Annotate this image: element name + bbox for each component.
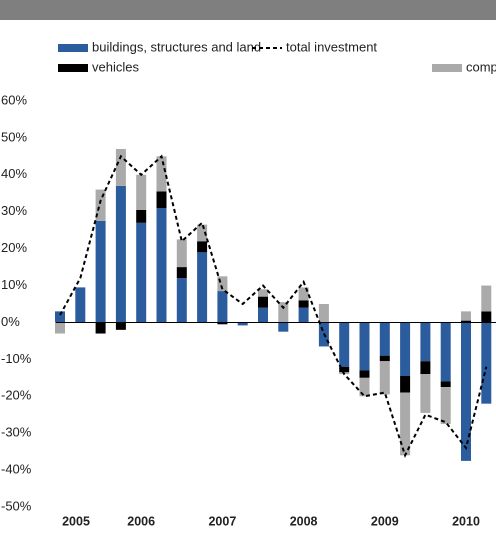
bar [461, 320, 471, 323]
bar [258, 307, 268, 323]
x-tick-label: 2005 [62, 514, 90, 528]
bar [55, 322, 65, 334]
bar [115, 322, 126, 330]
bar [440, 381, 451, 388]
legend-label: buildings, structures and land [92, 39, 261, 54]
x-tick-label: 2010 [452, 514, 480, 528]
bar [481, 311, 492, 323]
bar [258, 289, 268, 297]
x-tick-label: 2009 [371, 514, 399, 528]
y-tick-label: 10% [1, 277, 27, 292]
bar [481, 285, 492, 312]
bar [217, 322, 228, 325]
bar [55, 311, 65, 323]
bar [136, 174, 147, 210]
legend-swatch [58, 64, 88, 72]
y-tick-label: -20% [1, 388, 32, 403]
y-tick-label: -50% [1, 498, 32, 513]
bar [217, 276, 228, 292]
bar [156, 156, 167, 192]
legend-swatch [58, 44, 88, 52]
x-tick-label: 2007 [208, 514, 236, 528]
legend-label: computers, machinery and other equipment [466, 59, 496, 74]
bar [217, 291, 228, 323]
bar [115, 148, 126, 186]
bar [95, 220, 106, 323]
bar [197, 224, 208, 242]
bar [359, 377, 370, 397]
bar [258, 296, 268, 308]
bar [278, 302, 289, 323]
bar [278, 322, 289, 332]
bar [339, 366, 350, 373]
y-tick-label: -10% [1, 351, 32, 366]
bar [318, 304, 329, 323]
legend-swatch [432, 64, 462, 72]
y-tick-label: 60% [1, 92, 27, 107]
bar [176, 278, 187, 323]
x-tick-label: 2008 [290, 514, 318, 528]
bar [420, 322, 431, 362]
bar [461, 322, 471, 461]
bar [440, 322, 451, 382]
bar [359, 370, 370, 378]
bar [136, 222, 147, 323]
bar [115, 185, 126, 323]
bar [95, 189, 106, 221]
bar [481, 322, 492, 404]
bar [400, 375, 411, 393]
bar [197, 252, 208, 323]
y-tick-label: -40% [1, 462, 32, 477]
bar [379, 322, 390, 356]
legend-label: vehicles [92, 59, 139, 74]
bar [298, 287, 309, 301]
bar [176, 267, 187, 279]
bar [136, 209, 147, 223]
bar [420, 374, 431, 413]
y-tick-label: 0% [1, 314, 20, 329]
bar [359, 322, 370, 371]
header-bar [0, 0, 496, 20]
bar [95, 322, 106, 334]
bar [379, 361, 390, 395]
bar [400, 392, 411, 456]
y-tick-label: 20% [1, 240, 27, 255]
bar [339, 322, 350, 367]
total-line [59, 154, 488, 458]
bar [156, 208, 167, 323]
x-tick-label: 2006 [127, 514, 155, 528]
bar [237, 322, 248, 326]
y-tick-label: 30% [1, 203, 27, 218]
bar [156, 191, 167, 209]
bar [298, 300, 309, 308]
bar [298, 307, 309, 323]
bar [440, 387, 451, 424]
y-tick-label: 40% [1, 166, 27, 181]
bar [176, 239, 187, 268]
plot [55, 148, 492, 461]
bar [420, 361, 431, 375]
bar [461, 311, 471, 321]
bar [75, 287, 86, 323]
bar [400, 322, 411, 376]
y-tick-label: -30% [1, 425, 32, 440]
y-tick-label: 50% [1, 129, 27, 144]
bar [197, 241, 208, 253]
bar [379, 355, 390, 362]
legend-label: total investment [286, 39, 377, 54]
